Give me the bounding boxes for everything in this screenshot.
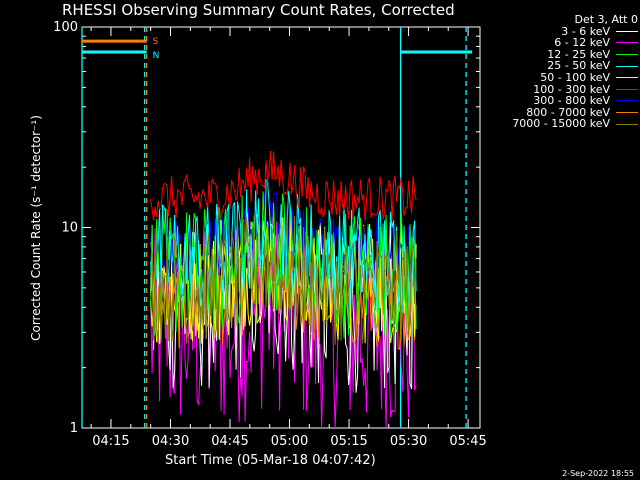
legend-label: 50 - 100 keV	[540, 70, 610, 84]
legend-item: 100 - 300 keV	[512, 82, 638, 96]
legend-swatch	[616, 100, 638, 102]
x-tick-label: 05:30	[390, 434, 427, 449]
y-tick-label: 10	[61, 221, 78, 236]
x-tick-label: 05:15	[330, 434, 367, 449]
legend-label: 25 - 50 keV	[547, 59, 610, 73]
legend-label: 12 - 25 keV	[547, 47, 610, 61]
legend-item: 12 - 25 keV	[512, 49, 638, 61]
series-line	[150, 214, 417, 345]
series-line	[150, 151, 417, 221]
legend-item: 25 - 50 keV	[512, 60, 638, 72]
legend-label: 100 - 300 keV	[533, 82, 610, 96]
flag-s-label: S	[153, 37, 159, 47]
legend-label: 3 - 6 keV	[561, 24, 610, 38]
legend-swatch	[616, 30, 638, 32]
x-tick-label: 05:45	[449, 434, 486, 449]
legend-item: 300 - 800 keV	[512, 95, 638, 107]
series-line	[150, 179, 417, 316]
y-tick-label: 100	[53, 20, 78, 35]
legend-label: 6 - 12 keV	[554, 36, 610, 50]
legend-item: 50 - 100 keV	[512, 72, 638, 84]
chart-title: RHESSI Observing Summary Count Rates, Co…	[62, 1, 455, 19]
x-tick-label: 04:30	[152, 434, 189, 449]
legend-swatch	[616, 123, 638, 125]
legend-title: Det 3, Att 0	[512, 13, 639, 26]
legend-item: 3 - 6 keV	[512, 24, 638, 38]
legend-swatch	[616, 88, 638, 90]
flag-n-label: N	[153, 51, 160, 61]
legend-swatch	[616, 112, 638, 114]
x-axis-label: Start Time (05-Mar-18 04:07:42)	[165, 453, 376, 468]
legend-label: 300 - 800 keV	[533, 94, 610, 108]
legend-item: 800 - 7000 keV	[512, 107, 638, 119]
legend-swatch	[616, 65, 638, 67]
legend-label: 800 - 7000 keV	[526, 105, 610, 119]
x-tick-label: 04:15	[92, 434, 129, 449]
generated-date: 2-Sep-2022 18:55	[562, 469, 634, 478]
x-tick-label: 05:00	[271, 434, 308, 449]
x-tick-label: 04:45	[211, 434, 248, 449]
legend-swatch	[616, 42, 638, 44]
legend-item: 6 - 12 keV	[512, 37, 638, 49]
legend-item: 7000 - 15000 keV	[512, 118, 638, 130]
legend: Det 3, Att 0 3 - 6 keV 6 - 12 keV 12 - 25 …	[512, 14, 638, 130]
legend-swatch	[616, 77, 638, 79]
y-axis-label: Corrected Count Rate (s⁻¹ detector⁻¹)	[29, 115, 43, 341]
legend-swatch	[616, 54, 638, 56]
y-tick-label: 1	[70, 421, 78, 436]
legend-title-text: Det 3, Att 0	[574, 13, 639, 26]
legend-label: 7000 - 15000 keV	[512, 117, 610, 131]
